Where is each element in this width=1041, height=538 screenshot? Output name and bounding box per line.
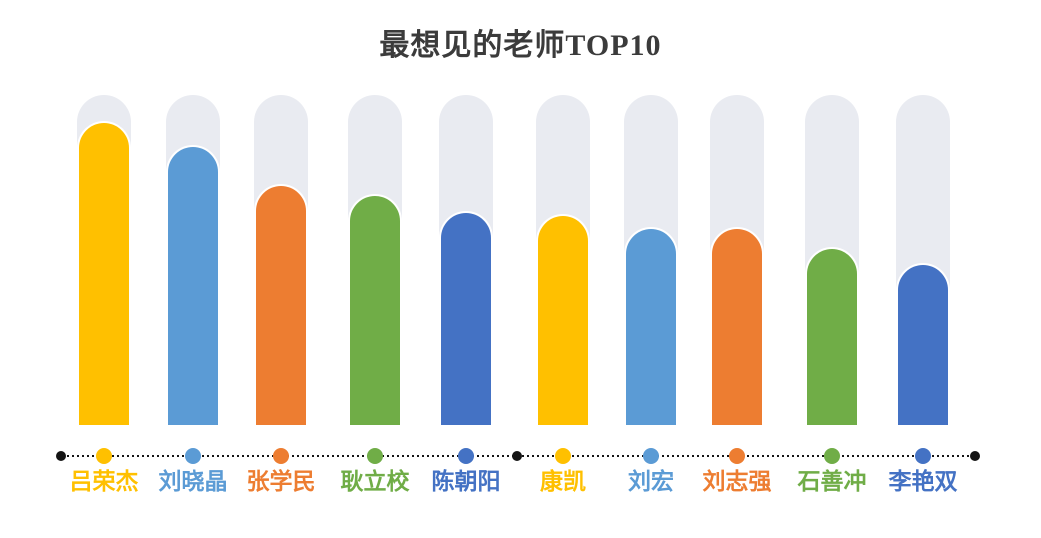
- category-label: 陈朝阳: [431, 469, 501, 494]
- category-dot: [729, 448, 745, 464]
- category-label: 耿立校: [340, 469, 410, 494]
- chart-title: 最想见的老师TOP10: [379, 29, 662, 62]
- bar-fill: [896, 263, 950, 425]
- bar-column-6: [536, 95, 590, 425]
- category-dot: [458, 448, 474, 464]
- bar-fill: [166, 144, 220, 425]
- category-label: 李艳双: [888, 469, 958, 494]
- bar-fill: [710, 227, 764, 425]
- category-dot: [273, 448, 289, 464]
- category-dot: [185, 448, 201, 464]
- category-dot: [555, 448, 571, 464]
- category-label: 康凯: [540, 469, 586, 494]
- axis-middle-dot: [512, 451, 522, 461]
- axis-end-dot: [970, 451, 980, 461]
- bar-column-7: [624, 95, 678, 425]
- axis-start-dot: [56, 451, 66, 461]
- bar-column-4: [348, 95, 402, 425]
- bar-fill: [439, 210, 493, 425]
- bar-fill: [348, 194, 402, 425]
- category-label: 刘晓晶: [158, 469, 228, 494]
- bar-fill: [624, 227, 678, 425]
- bar-column-2: [166, 95, 220, 425]
- bar-fill: [254, 184, 308, 425]
- category-label: 刘志强: [702, 469, 772, 494]
- bar-column-10: [896, 95, 950, 425]
- category-label: 石善冲: [797, 469, 867, 494]
- category-dot: [915, 448, 931, 464]
- category-dot: [367, 448, 383, 464]
- bar-column-8: [710, 95, 764, 425]
- bar-column-9: [805, 95, 859, 425]
- category-dot: [96, 448, 112, 464]
- bar-fill: [536, 213, 590, 425]
- bar-column-3: [254, 95, 308, 425]
- bar-fill: [805, 246, 859, 425]
- bar-fill: [77, 121, 131, 425]
- category-dot: [824, 448, 840, 464]
- bar-column-5: [439, 95, 493, 425]
- category-label: 张学民: [246, 469, 316, 494]
- bar-column-1: [77, 95, 131, 425]
- category-dot: [643, 448, 659, 464]
- category-label: 刘宏: [628, 469, 674, 494]
- category-label: 吕荣杰: [69, 469, 139, 494]
